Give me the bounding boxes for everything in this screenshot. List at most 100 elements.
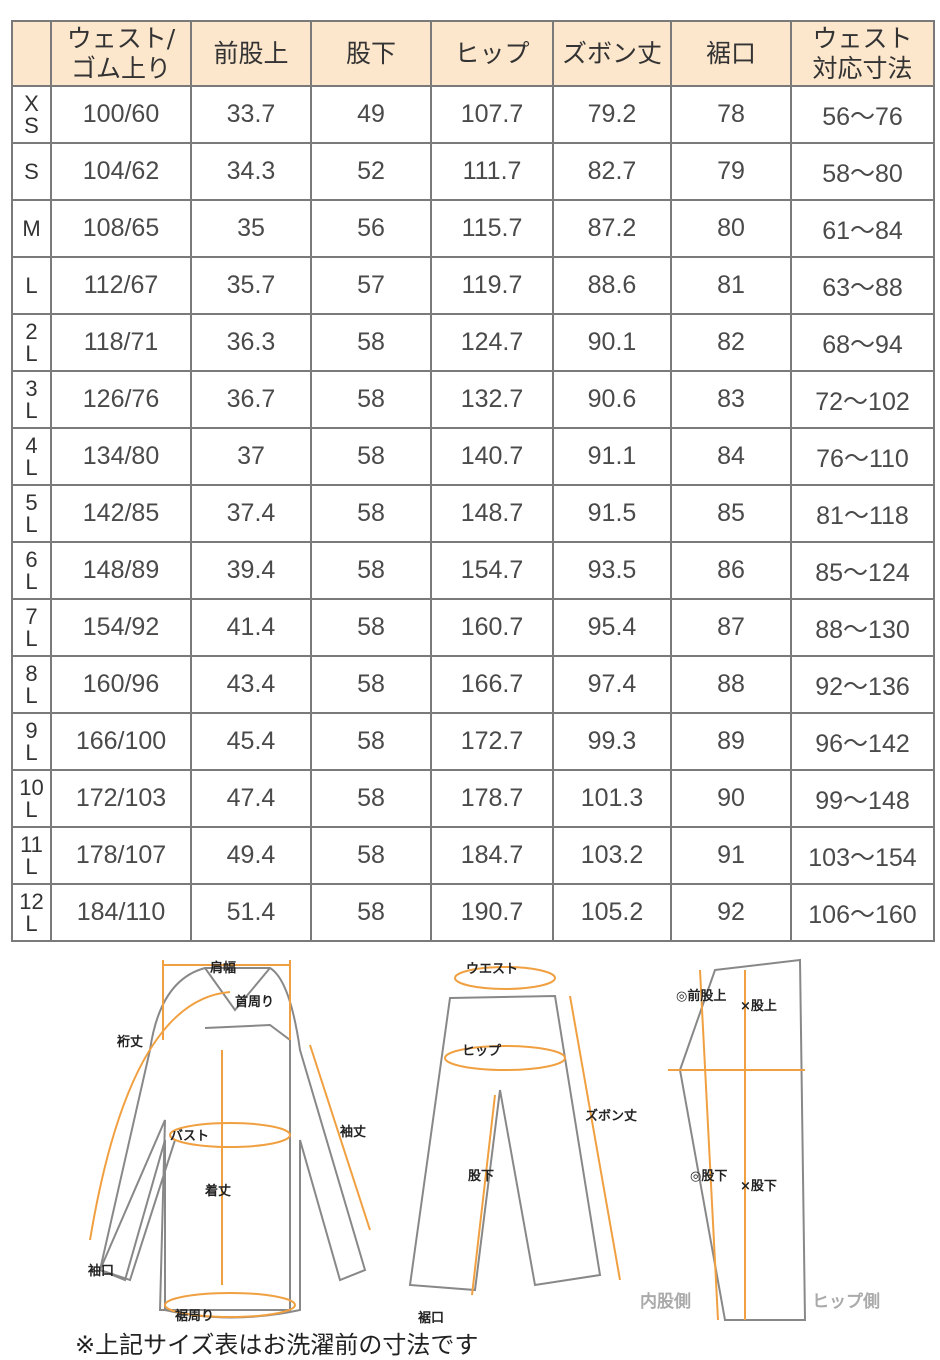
table-row: 3 L 126/76 36.7 58 132.7 90.6 83 72～102 bbox=[11, 370, 935, 429]
size-label: L bbox=[25, 682, 38, 708]
table-row: M 108/65 35 56 115.7 87.2 80 61～84 bbox=[11, 199, 935, 258]
table-cell: 61～84 bbox=[790, 199, 935, 258]
table-cell: 51.4 bbox=[190, 883, 312, 942]
column-header: 前股上 bbox=[190, 20, 312, 87]
table-cell: 39.4 bbox=[190, 541, 312, 600]
table-cell: 63～88 bbox=[790, 256, 935, 315]
table-cell: 58 bbox=[310, 883, 432, 942]
column-header bbox=[11, 20, 52, 87]
table-cell: 99.3 bbox=[552, 712, 672, 771]
size-cell: M bbox=[11, 199, 52, 258]
table-cell: 154.7 bbox=[430, 541, 554, 600]
table-cell: 92 bbox=[670, 883, 792, 942]
table-row: 4 L 134/80 37 58 140.7 91.1 84 76～110 bbox=[11, 427, 935, 486]
table-cell: 178.7 bbox=[430, 769, 554, 828]
table-cell: 41.4 bbox=[190, 598, 312, 657]
table-cell: 81 bbox=[670, 256, 792, 315]
measurement-diagram: 肩幅 首周り 裄丈 袖丈 バスト 着丈 袖口 裾周り ウエスト ヒップ ズボン丈… bbox=[88, 958, 880, 1326]
table-cell: 33.7 bbox=[190, 85, 312, 144]
table-cell: 124.7 bbox=[430, 313, 554, 372]
size-label: L bbox=[25, 272, 38, 298]
table-cell: 105.2 bbox=[552, 883, 672, 942]
size-cell: 11 L bbox=[11, 826, 52, 885]
table-cell: 92～136 bbox=[790, 655, 935, 714]
table-cell: 58 bbox=[310, 712, 432, 771]
size-label: 6 bbox=[25, 546, 38, 572]
table-cell: 85～124 bbox=[790, 541, 935, 600]
table-cell: 49 bbox=[310, 85, 432, 144]
table-cell: 91.1 bbox=[552, 427, 672, 486]
table-cell: 36.3 bbox=[190, 313, 312, 372]
label-inner-side: 内股側 bbox=[640, 1291, 691, 1312]
table-cell: 100/60 bbox=[50, 85, 192, 144]
label-rise: ×股上 bbox=[740, 999, 777, 1014]
table-cell: 56 bbox=[310, 199, 432, 258]
size-label: L bbox=[25, 739, 38, 765]
label-pants-length: ズボン丈 bbox=[585, 1108, 637, 1124]
table-cell: 118/71 bbox=[50, 313, 192, 372]
pants-measure-lines bbox=[444, 966, 621, 1296]
label-inseam: 股下 bbox=[468, 1169, 494, 1184]
pants-illustration bbox=[408, 994, 602, 1292]
column-header: 股下 bbox=[310, 20, 432, 87]
label-hem: 裾周り bbox=[175, 1308, 214, 1324]
table-cell: 58 bbox=[310, 769, 432, 828]
size-cell: 12 L bbox=[11, 883, 52, 942]
table-cell: 45.4 bbox=[190, 712, 312, 771]
table-cell: 184.7 bbox=[430, 826, 554, 885]
table-cell: 68～94 bbox=[790, 313, 935, 372]
table-cell: 81～118 bbox=[790, 484, 935, 543]
size-label: S bbox=[24, 112, 39, 138]
size-label: 8 bbox=[25, 660, 38, 686]
table-cell: 115.7 bbox=[430, 199, 554, 258]
table-cell: 82 bbox=[670, 313, 792, 372]
table-row: 10 L 172/103 47.4 58 178.7 101.3 90 99～148 bbox=[11, 769, 935, 828]
table-cell: 154/92 bbox=[50, 598, 192, 657]
label-front-rise: ◎前股上 bbox=[676, 988, 726, 1004]
table-cell: 89 bbox=[670, 712, 792, 771]
label-hip: ヒップ bbox=[462, 1044, 502, 1059]
table-row: X S 100/60 33.7 49 107.7 79.2 78 56～76 bbox=[11, 85, 935, 144]
label-waist: ウエスト bbox=[466, 962, 518, 977]
size-label: L bbox=[25, 853, 38, 879]
table-cell: 90 bbox=[670, 769, 792, 828]
table-cell: 83 bbox=[670, 370, 792, 429]
table-cell: 58 bbox=[310, 484, 432, 543]
footnote: ※上記サイズ表はお洗濯前の寸法です bbox=[75, 1331, 479, 1359]
table-cell: 166.7 bbox=[430, 655, 554, 714]
table-row: 9 L 166/100 45.4 58 172.7 99.3 89 96～142 bbox=[11, 712, 935, 771]
side-pants-illustration bbox=[678, 958, 807, 1321]
table-cell: 108/65 bbox=[50, 199, 192, 258]
table-cell: 43.4 bbox=[190, 655, 312, 714]
size-label: S bbox=[24, 158, 39, 184]
table-cell: 104/62 bbox=[50, 142, 192, 201]
table-row: 11 L 178/107 49.4 58 184.7 103.2 91 103～154 bbox=[11, 826, 935, 885]
table-cell: 47.4 bbox=[190, 769, 312, 828]
size-label: L bbox=[25, 910, 38, 936]
table-cell: 58 bbox=[310, 598, 432, 657]
table-cell: 90.6 bbox=[552, 370, 672, 429]
table-row: 8 L 160/96 43.4 58 166.7 97.4 88 92～136 bbox=[11, 655, 935, 714]
label-yuki: 裄丈 bbox=[116, 1034, 143, 1050]
table-cell: 80 bbox=[670, 199, 792, 258]
table-cell: 86 bbox=[670, 541, 792, 600]
table-cell: 87.2 bbox=[552, 199, 672, 258]
shirt-illustration bbox=[98, 967, 367, 1319]
table-row: 2 L 118/71 36.3 58 124.7 90.1 82 68～94 bbox=[11, 313, 935, 372]
size-label: 3 bbox=[25, 375, 38, 401]
size-label: 11 bbox=[20, 831, 43, 857]
size-label: 7 bbox=[25, 603, 38, 629]
label-bust: バスト bbox=[170, 1129, 209, 1144]
table-cell: 57 bbox=[310, 256, 432, 315]
table-cell: 107.7 bbox=[430, 85, 554, 144]
size-cell: L bbox=[11, 256, 52, 315]
table-cell: 172.7 bbox=[430, 712, 554, 771]
table-cell: 178/107 bbox=[50, 826, 192, 885]
column-header: ウェスト 対応寸法 bbox=[790, 20, 935, 87]
table-cell: 103～154 bbox=[790, 826, 935, 885]
